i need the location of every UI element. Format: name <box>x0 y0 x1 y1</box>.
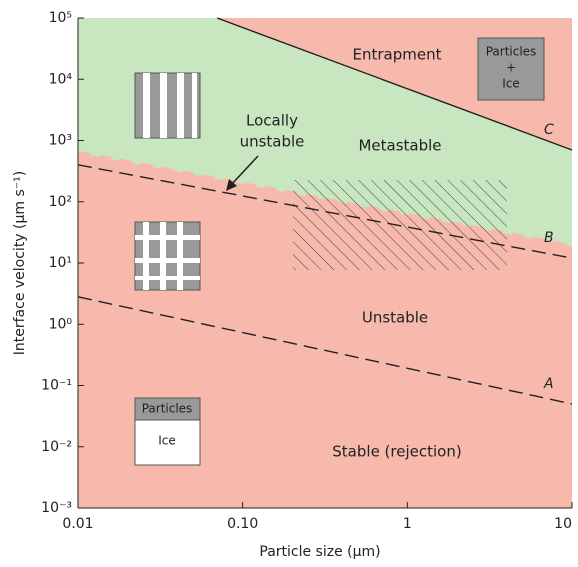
y-tick-label: 10⁻¹ <box>41 378 72 394</box>
y-tick-label: 10⁻³ <box>41 500 72 516</box>
x-tick-label: 0.01 <box>62 516 93 532</box>
inset-bottom-left: Particles Ice <box>134 397 201 466</box>
y-tick-label: 10⁴ <box>49 71 73 87</box>
inset-label: Particles <box>486 45 537 59</box>
x-tick-label: 1 <box>403 516 412 532</box>
boundary-line <box>77 296 573 405</box>
annotation-arrow <box>226 155 259 191</box>
region-label: Entrapment <box>353 46 442 64</box>
boundary-line <box>216 17 573 151</box>
region-label: Stable (rejection) <box>332 443 461 461</box>
inset-label: + <box>506 61 516 75</box>
y-axis-label: Interface velocity (µm s⁻¹) <box>12 171 28 356</box>
line-label: C <box>544 122 554 138</box>
icon-grid <box>134 221 201 291</box>
annotation: unstable <box>240 133 305 151</box>
y-tick-label: 10⁻² <box>41 439 72 455</box>
inset-label: Particles <box>142 402 193 416</box>
inset-label: Ice <box>502 77 520 91</box>
y-tick-label: 10⁵ <box>49 10 72 26</box>
line-label: A <box>543 376 554 392</box>
x-tick-label: 10 <box>554 516 572 532</box>
x-axis-label: Particle size (µm) <box>259 544 380 560</box>
x-tick-label: 0.10 <box>227 516 258 532</box>
region-label: Unstable <box>362 309 428 327</box>
line-label: B <box>544 230 554 246</box>
y-tick-label: 10⁰ <box>49 316 73 332</box>
y-tick-label: 10¹ <box>49 255 72 271</box>
icon-columns <box>134 72 201 139</box>
region-label: Metastable <box>358 137 441 155</box>
annotation: Locally <box>246 112 298 130</box>
y-tick-label: 10² <box>49 194 72 210</box>
y-tick-label: 10³ <box>49 133 72 149</box>
inset-top-right: Particles + Ice <box>477 37 545 101</box>
inset-label: Ice <box>158 434 176 448</box>
